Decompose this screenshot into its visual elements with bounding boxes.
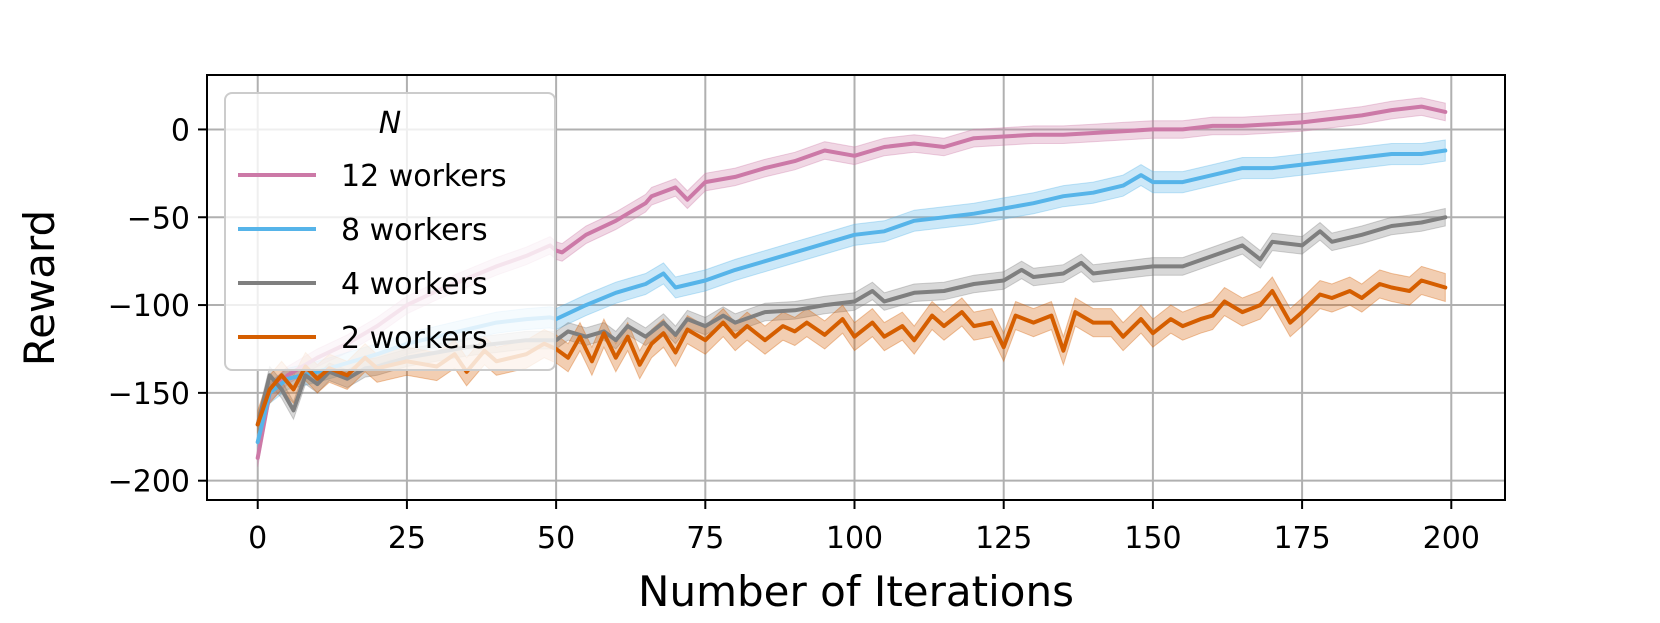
legend-label: 4 workers: [341, 267, 488, 302]
x-tick-label: 175: [1273, 521, 1330, 556]
series-band-12-workers: [257, 97, 1446, 467]
series-band-8-workers: [257, 139, 1446, 453]
y-tick-label: −200: [108, 465, 190, 500]
legend-entry: 2 workers: [238, 321, 488, 356]
x-tick-label: 125: [975, 521, 1032, 556]
legend-title: N: [379, 106, 401, 141]
x-tick-label: 0: [248, 521, 267, 556]
y-tick-label: 0: [171, 113, 190, 148]
legend-label: 2 workers: [341, 321, 488, 356]
legend-entry: 12 workers: [238, 159, 507, 194]
legend-entry: 8 workers: [238, 213, 488, 248]
x-tick-label: 100: [826, 521, 883, 556]
x-tick-label: 200: [1423, 521, 1480, 556]
x-tick-label: 150: [1124, 521, 1181, 556]
y-tick-label: −50: [127, 201, 190, 236]
x-tick-label: 50: [537, 521, 575, 556]
x-axis-ticks: 0 25 50 75 100 125 150 175 200: [248, 500, 1480, 556]
legend: N 12 workers 8 workers 4 workers 2 workers: [224, 92, 556, 371]
plot-frame: [206, 74, 1506, 501]
x-axis-title: Number of Iterations: [638, 567, 1074, 616]
legend-items: 12 workers 8 workers 4 workers 2 workers: [238, 159, 507, 356]
legend-entry: 4 workers: [238, 267, 488, 302]
x-tick-label: 25: [388, 521, 426, 556]
legend-label: 12 workers: [341, 159, 507, 194]
y-axis-ticks: 0 −50 −100 −150 −200: [108, 113, 207, 500]
x-tick-label: 75: [686, 521, 724, 556]
series-band-4-workers: [257, 207, 1446, 434]
y-axis-title: Reward: [15, 210, 64, 366]
legend-label: 8 workers: [341, 213, 488, 248]
y-tick-label: −100: [108, 289, 190, 324]
y-tick-label: −150: [108, 377, 190, 412]
legend-box: [224, 92, 556, 371]
